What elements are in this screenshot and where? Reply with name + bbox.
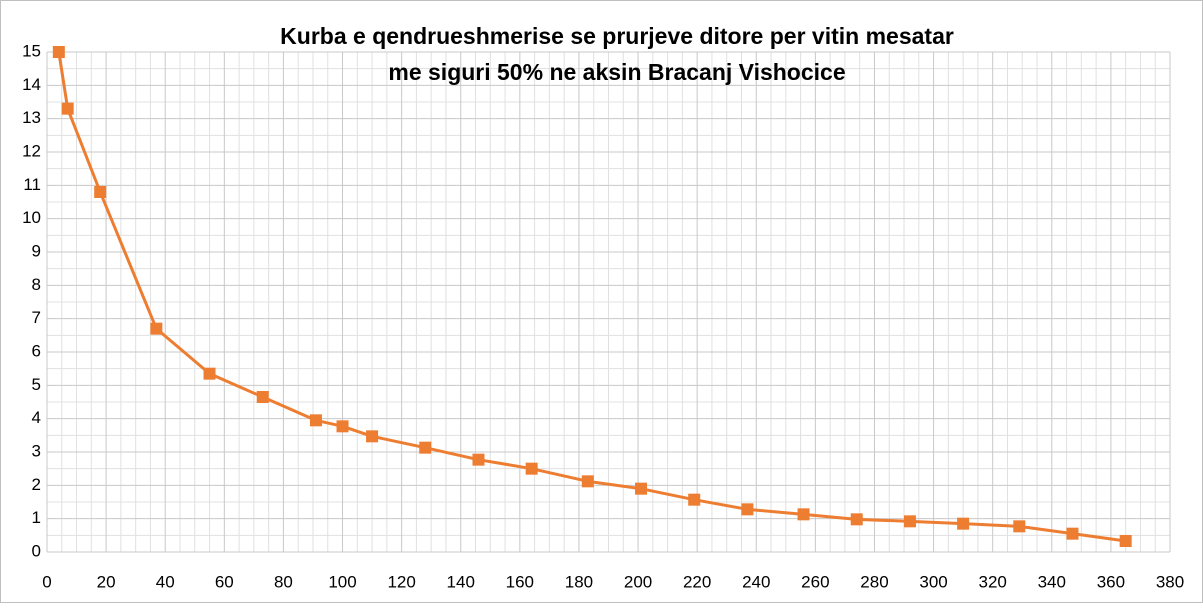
data-point bbox=[52, 46, 65, 58]
data-point bbox=[581, 475, 594, 488]
data-point bbox=[903, 515, 916, 528]
y-tick-label: 9 bbox=[32, 241, 41, 260]
x-tick-label: 160 bbox=[506, 572, 534, 591]
x-tick-label: 0 bbox=[42, 572, 51, 591]
x-tick-label: 320 bbox=[978, 572, 1006, 591]
data-point bbox=[203, 367, 216, 380]
x-tick-label: 280 bbox=[860, 572, 888, 591]
marks bbox=[52, 46, 1132, 547]
chart-title: me siguri 50% ne aksin Bracanj Vishocice bbox=[388, 59, 845, 85]
x-tick-label: 220 bbox=[683, 572, 711, 591]
y-tick-label: 12 bbox=[22, 141, 41, 160]
y-tick-label: 4 bbox=[32, 408, 41, 427]
data-point bbox=[957, 517, 970, 530]
x-tick-label: 260 bbox=[801, 572, 829, 591]
x-tick-label: 300 bbox=[919, 572, 947, 591]
grid bbox=[46, 51, 1171, 553]
x-tick-label: 20 bbox=[97, 572, 116, 591]
x-tick-label: 340 bbox=[1038, 572, 1066, 591]
data-point bbox=[741, 503, 754, 516]
x-tick-label: 40 bbox=[156, 572, 175, 591]
y-tick-label: 2 bbox=[32, 475, 41, 494]
y-tick-label: 1 bbox=[32, 508, 41, 527]
data-point bbox=[635, 482, 648, 495]
data-point bbox=[366, 430, 379, 443]
data-point bbox=[150, 322, 163, 335]
data-point bbox=[256, 391, 269, 403]
y-tick-label: 7 bbox=[32, 308, 41, 327]
y-tick-label: 8 bbox=[32, 275, 41, 294]
data-point bbox=[94, 186, 107, 198]
y-tick-label: 15 bbox=[22, 41, 41, 60]
y-tick-label: 13 bbox=[22, 108, 41, 127]
y-tick-label: 5 bbox=[32, 375, 41, 394]
data-point bbox=[336, 420, 349, 433]
y-tick-label: 0 bbox=[32, 541, 41, 560]
chart-title: Kurba e qendrueshmerise se prurjeve dito… bbox=[280, 23, 954, 49]
data-point bbox=[688, 493, 701, 506]
data-point bbox=[61, 102, 74, 115]
x-tick-label: 120 bbox=[387, 572, 415, 591]
data-point bbox=[797, 508, 810, 521]
x-tick-label: 80 bbox=[274, 572, 293, 591]
x-tick-label: 140 bbox=[447, 572, 475, 591]
y-tick-label: 6 bbox=[32, 341, 41, 360]
x-tick-label: 240 bbox=[742, 572, 770, 591]
y-tick-label: 14 bbox=[22, 75, 41, 94]
y-tick-label: 3 bbox=[32, 441, 41, 460]
data-point bbox=[472, 453, 485, 466]
y-tick-label: 10 bbox=[22, 208, 41, 227]
x-tick-label: 360 bbox=[1097, 572, 1125, 591]
data-point bbox=[1066, 527, 1079, 540]
data-point bbox=[1013, 520, 1026, 533]
x-tick-label: 100 bbox=[328, 572, 356, 591]
data-point bbox=[309, 414, 322, 427]
data-point bbox=[850, 513, 863, 526]
data-point bbox=[419, 441, 432, 454]
x-tick-label: 200 bbox=[624, 572, 652, 591]
y-tick-label: 11 bbox=[23, 175, 41, 194]
data-point bbox=[525, 462, 538, 475]
x-tick-label: 180 bbox=[565, 572, 593, 591]
x-tick-label: 60 bbox=[215, 572, 234, 591]
x-tick-label: 380 bbox=[1156, 572, 1184, 591]
data-point bbox=[1119, 535, 1132, 547]
